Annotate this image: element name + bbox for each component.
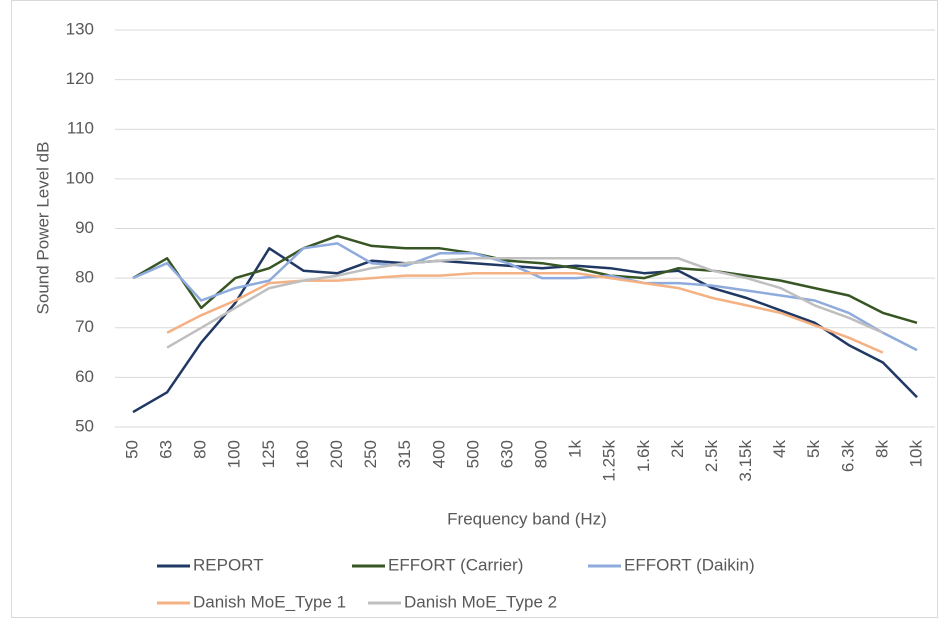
- legend-label: Danish MoE_Type 1: [193, 592, 346, 611]
- legend-label: EFFORT (Carrier): [388, 555, 523, 574]
- x-tick-label: 500: [463, 440, 482, 468]
- x-tick-label: 1.25k: [600, 440, 619, 482]
- x-tick-label: 6.3k: [838, 440, 857, 473]
- series-line: [132, 247, 918, 414]
- x-tick-label: 800: [532, 440, 551, 468]
- x-tick-label: 3.15k: [736, 440, 755, 482]
- y-tick-label: 70: [75, 317, 94, 336]
- x-tick-label: 63: [157, 440, 176, 459]
- x-tick-label: 125: [259, 440, 278, 468]
- y-tick-label: 50: [75, 416, 94, 435]
- x-tick-label: 8k: [872, 440, 891, 458]
- y-tick-label: 110: [67, 119, 94, 138]
- x-tick-label: 10k: [906, 440, 925, 468]
- series-line: [166, 271, 884, 354]
- chart-frame: [11, 0, 938, 618]
- y-tick-label: 130: [66, 19, 94, 38]
- y-axis-label: Sound Power Level dB: [33, 142, 52, 315]
- x-tick-label: 80: [191, 440, 210, 459]
- legend-label: Danish MoE_Type 2: [404, 592, 557, 611]
- x-tick-label: 1.6k: [634, 440, 653, 473]
- y-tick-label: 100: [66, 168, 94, 187]
- x-tick-label: 630: [497, 440, 516, 468]
- legend-label: REPORT: [193, 555, 264, 574]
- series-line: [166, 257, 884, 349]
- x-tick-label: 315: [395, 440, 414, 468]
- y-tick-label: 120: [66, 69, 94, 88]
- x-tick-label: 160: [293, 440, 312, 468]
- x-tick-label: 1k: [566, 440, 585, 458]
- series-line: [132, 242, 918, 352]
- x-tick-label: 2.5k: [702, 440, 721, 473]
- series-line: [132, 234, 918, 325]
- x-tick-label: 5k: [804, 440, 823, 458]
- legend-label: EFFORT (Daikin): [624, 555, 755, 574]
- x-tick-label: 2k: [668, 440, 687, 458]
- x-tick-label: 250: [361, 440, 380, 468]
- x-tick-label: 4k: [770, 440, 789, 458]
- y-tick-label: 80: [75, 268, 94, 287]
- y-tick-label: 90: [75, 218, 94, 237]
- x-tick-label: 100: [225, 440, 244, 468]
- x-tick-label: 50: [122, 440, 141, 459]
- x-tick-label: 400: [429, 440, 448, 468]
- y-tick-label: 60: [75, 367, 94, 386]
- x-axis-label: Frequency band (Hz): [447, 509, 607, 528]
- x-tick-label: 200: [327, 440, 346, 468]
